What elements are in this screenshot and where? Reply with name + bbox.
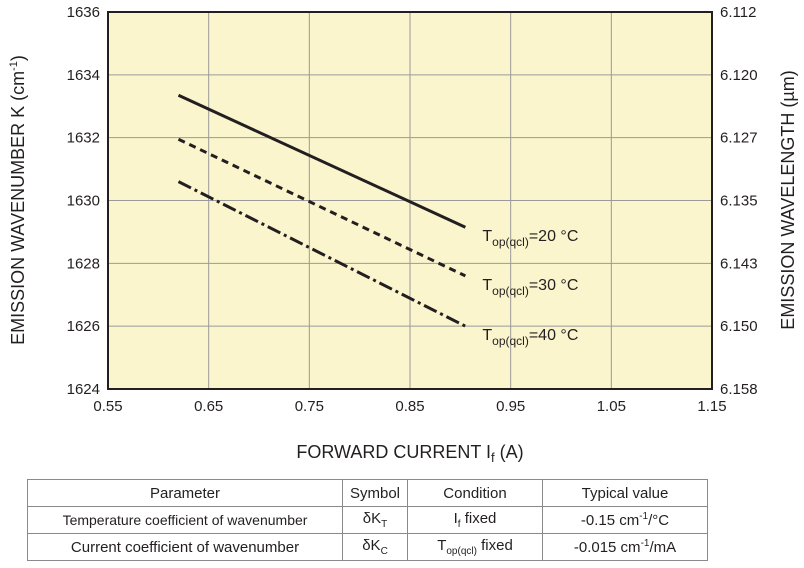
cell-symbol: δKC xyxy=(342,533,408,561)
x-tick-label: 0.55 xyxy=(93,398,122,415)
series-line xyxy=(177,180,467,328)
y-axis-title: EMISSION WAVENUMBER K (cm-1) xyxy=(8,55,28,345)
series-line xyxy=(177,137,467,278)
series-lines xyxy=(177,93,467,328)
y-tick-label: 1632 xyxy=(67,130,100,147)
x-tick-label: 1.15 xyxy=(697,398,726,415)
x-tick-label: 0.65 xyxy=(194,398,223,415)
table-row: Temperature coefficient of wavenumber δK… xyxy=(27,506,708,534)
y-tick-label: 1634 xyxy=(67,67,100,84)
y2-axis-title: EMISSION WAVELENGTH (µm) xyxy=(778,70,798,329)
x-tick-labels: 0.55 0.65 0.75 0.85 0.95 1.05 1.15 xyxy=(93,398,726,415)
cell-parameter: Current coefficient of wavenumber xyxy=(27,533,343,561)
cell-condition: If fixed xyxy=(407,506,543,534)
wavenumber-chart: 0.55 0.65 0.75 0.85 0.95 1.05 1.15 16241626162… xyxy=(8,4,798,465)
y-tick-label: 1630 xyxy=(67,193,100,210)
cell-typical-value: -0.15 cm-1/°C xyxy=(542,506,708,534)
x-axis-title: FORWARD CURRENT If (A) xyxy=(296,442,523,465)
y2-tick-label: 6.127 xyxy=(720,130,758,147)
x-tick-label: 1.05 xyxy=(597,398,626,415)
cell-condition: Top(qcl) fixed xyxy=(407,533,543,561)
y2-tick-label: 6.143 xyxy=(720,255,758,272)
cell-symbol: δKT xyxy=(342,506,408,534)
series-label: Top(qcl)=40 °C xyxy=(482,327,578,348)
cell-parameter: Temperature coefficient of wavenumber xyxy=(27,506,343,534)
table-row: Current coefficient of wavenumber δKC To… xyxy=(27,533,708,561)
y2-tick-label: 6.120 xyxy=(720,67,758,84)
series-label: Top(qcl)=20 °C xyxy=(482,228,578,249)
y2-tick-label: 6.150 xyxy=(720,318,758,335)
header-condition: Condition xyxy=(407,479,543,507)
header-symbol: Symbol xyxy=(342,479,408,507)
series-label: Top(qcl)=30 °C xyxy=(482,277,578,298)
cell-typical-value: -0.015 cm-1/mA xyxy=(542,533,708,561)
table-header-row: Parameter Symbol Condition Typical value xyxy=(27,479,708,507)
series-labels: Top(qcl)=20 °C Top(qcl)=30 °C Top(qcl)=40 … xyxy=(482,228,578,348)
y-tick-labels: 1624 1626 1628 1630 1632 1634 1636 xyxy=(67,4,100,398)
plot-frame xyxy=(107,11,713,390)
header-typical-value: Typical value xyxy=(542,479,708,507)
x-tick-label: 0.95 xyxy=(496,398,525,415)
y-tick-label: 1636 xyxy=(67,4,100,21)
y2-tick-label: 6.112 xyxy=(720,4,756,21)
y2-tick-labels: 6.158 6.150 6.143 6.135 6.127 6.120 6.112 xyxy=(720,4,758,398)
y2-tick-label: 6.158 xyxy=(720,381,758,398)
y-tick-label: 1626 xyxy=(67,318,100,335)
header-parameter: Parameter xyxy=(27,479,343,507)
x-tick-label: 0.75 xyxy=(295,398,324,415)
y-tick-label: 1628 xyxy=(67,255,100,272)
y-tick-label: 1624 xyxy=(67,381,100,398)
parameter-table: Parameter Symbol Condition Typical value… xyxy=(27,479,708,561)
x-tick-label: 0.85 xyxy=(395,398,424,415)
y2-tick-label: 6.135 xyxy=(720,193,758,210)
series-line xyxy=(177,93,466,229)
